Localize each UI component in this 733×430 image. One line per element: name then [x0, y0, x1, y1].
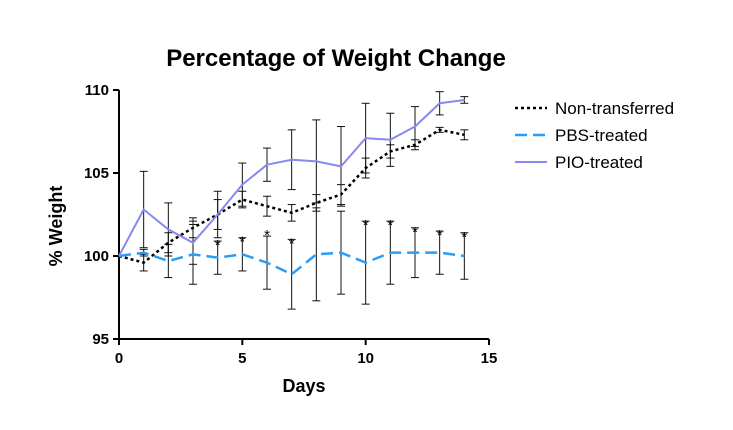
data-series	[118, 98, 465, 276]
x-tick-label: 10	[357, 350, 374, 367]
significance-star: *	[412, 224, 418, 241]
x-axis-label: Days	[282, 376, 325, 396]
series-line-pio-treated	[118, 98, 465, 257]
y-axis-label: % Weight	[46, 186, 66, 267]
error-bars	[139, 91, 469, 310]
significance-star: *	[363, 217, 369, 234]
legend: Non-transferred PBS-treated PIO-treated	[515, 99, 674, 172]
y-tick-label: 100	[84, 248, 109, 265]
x-tick-label: 15	[481, 350, 498, 367]
axis-ticks: 0 5 10 15 95 100 105 110	[84, 82, 497, 367]
significance-star: *	[387, 217, 393, 234]
chart-title: Percentage of Weight Change	[166, 45, 506, 72]
legend-label: Non-transferred	[555, 99, 674, 118]
significance-star: *	[461, 229, 467, 246]
series-line-non-transferred	[118, 128, 465, 264]
legend-label: PIO-treated	[555, 153, 643, 172]
significance-star: *	[437, 227, 443, 244]
legend-label: PBS-treated	[555, 126, 648, 145]
significance-markers: * * * * * * * * *	[215, 217, 468, 254]
x-tick-label: 5	[238, 350, 246, 367]
series-line-pbs-treated	[118, 251, 465, 276]
x-tick-label: 0	[115, 350, 123, 367]
significance-star: *	[239, 234, 245, 251]
y-tick-label: 95	[92, 331, 109, 348]
y-tick-label: 110	[85, 82, 109, 99]
significance-star: *	[215, 237, 221, 254]
significance-star: *	[289, 235, 295, 252]
y-tick-label: 105	[84, 165, 109, 182]
significance-star: *	[264, 227, 270, 244]
